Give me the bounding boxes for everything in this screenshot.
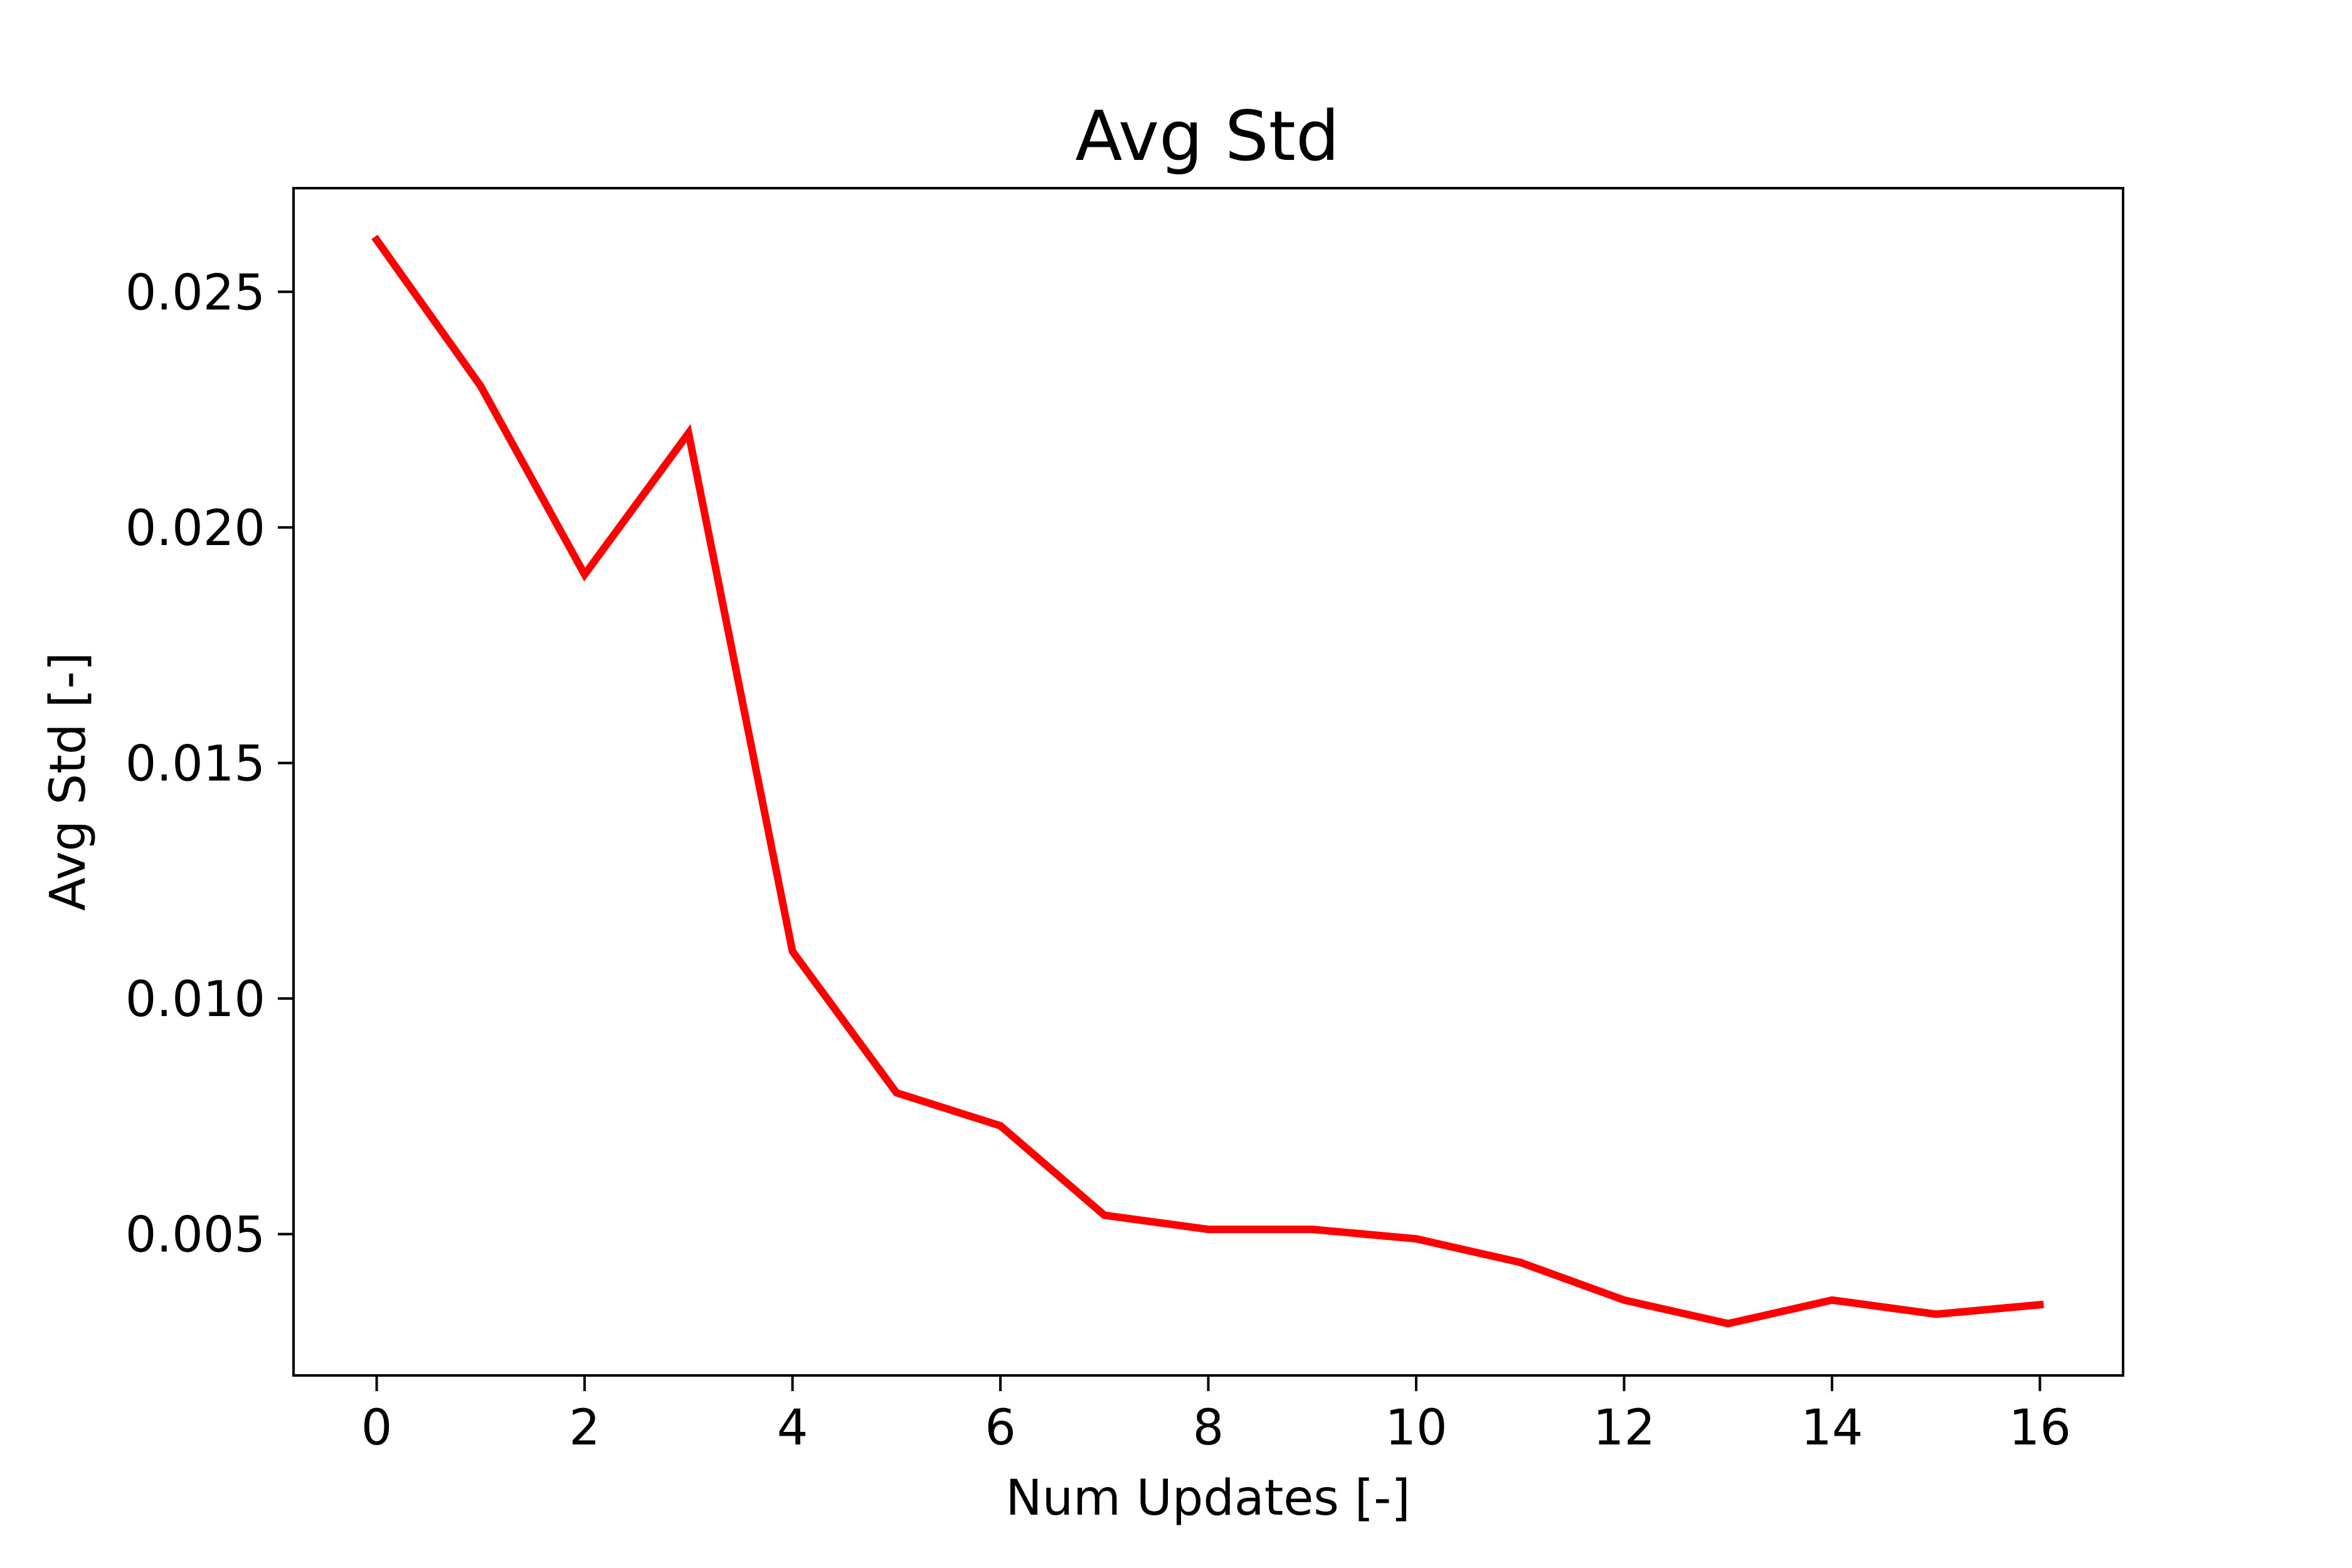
chart-title: Avg Std [1075,96,1339,176]
x-axis-label: Num Updates [-] [1005,1470,1410,1527]
series-layer [371,235,2044,1328]
x-tick-label-3: 6 [985,1400,1016,1456]
x-tick-label-8: 16 [2009,1400,2071,1456]
y-tick-label-2: 0.015 [125,736,265,792]
x-tick-label-5: 10 [1385,1400,1447,1456]
y-tick-label-3: 0.020 [125,501,265,557]
plot-background [294,188,2123,1375]
x-axis: 0 2 4 6 8 10 12 14 16 [361,1375,2071,1456]
y-tick-label-4: 0.025 [125,265,265,321]
x-tick-label-1: 2 [569,1400,600,1456]
plot-area [294,188,2123,1375]
y-tick-label-0: 0.005 [125,1207,265,1264]
y-axis-label: Avg Std [-] [40,652,97,911]
x-tick-label-6: 12 [1593,1400,1655,1456]
x-tick-label-7: 14 [1801,1400,1863,1456]
series-line-0 [371,235,2044,1328]
y-tick-label-1: 0.010 [125,972,265,1028]
y-axis: 0.005 0.010 0.015 0.020 0.025 [125,265,294,1264]
x-tick-label-4: 8 [1193,1400,1224,1456]
x-tick-label-0: 0 [361,1400,393,1456]
x-tick-label-2: 4 [777,1400,808,1456]
